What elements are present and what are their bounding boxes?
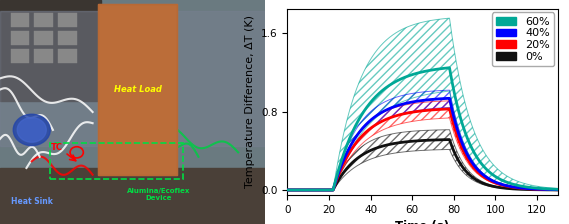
60% (284, 189, 291, 191)
60% (546, 188, 553, 190)
Bar (58, 31, 77, 45)
Bar (98, 4, 178, 175)
0% (497, 186, 504, 189)
60% (408, 73, 415, 76)
Text: TC: TC (51, 143, 63, 152)
40% (497, 183, 504, 185)
Line: 60%: 60% (287, 68, 558, 190)
20% (284, 189, 291, 191)
40% (546, 188, 553, 191)
40% (546, 188, 553, 191)
0% (298, 189, 304, 191)
60% (446, 66, 453, 69)
X-axis label: Time (s): Time (s) (395, 220, 450, 224)
Bar (34, 49, 53, 63)
20% (497, 183, 504, 186)
40% (408, 101, 415, 103)
Legend: 60%, 40%, 20%, 0%: 60%, 40%, 20%, 0% (492, 12, 554, 66)
Bar (0, 168, 265, 224)
Bar (0, 0, 101, 101)
Bar (0, 11, 265, 146)
20% (546, 188, 553, 191)
Bar (11, 49, 29, 63)
Text: Heat Sink: Heat Sink (11, 197, 53, 206)
20% (298, 189, 304, 191)
40% (298, 189, 304, 191)
20% (446, 108, 453, 110)
20% (554, 188, 561, 191)
20% (408, 111, 415, 114)
Text: Alumina/Ecoflex
Device: Alumina/Ecoflex Device (127, 188, 191, 201)
20% (415, 110, 422, 113)
60% (497, 178, 504, 181)
0% (546, 189, 553, 191)
Bar (34, 31, 53, 45)
0% (408, 140, 415, 143)
0% (546, 189, 553, 191)
Line: 20%: 20% (287, 109, 558, 190)
Bar (98, 4, 178, 175)
60% (298, 189, 304, 191)
60% (546, 188, 553, 190)
Line: 40%: 40% (287, 98, 558, 190)
40% (415, 100, 422, 102)
40% (446, 97, 453, 100)
Bar (58, 13, 77, 27)
Bar (11, 13, 29, 27)
40% (284, 189, 291, 191)
Line: 0%: 0% (287, 140, 558, 190)
20% (546, 188, 553, 191)
0% (554, 189, 561, 191)
Bar (11, 31, 29, 45)
Circle shape (17, 118, 46, 142)
60% (415, 71, 422, 74)
Bar (50, 143, 183, 179)
0% (415, 139, 422, 142)
40% (554, 188, 561, 191)
0% (446, 138, 453, 141)
0% (284, 189, 291, 191)
Circle shape (13, 114, 50, 146)
Bar (34, 13, 53, 27)
Text: Heat Load: Heat Load (114, 85, 162, 94)
Y-axis label: Temperature Difference, ΔT (K): Temperature Difference, ΔT (K) (245, 15, 255, 188)
Bar (58, 49, 77, 63)
60% (554, 188, 561, 191)
